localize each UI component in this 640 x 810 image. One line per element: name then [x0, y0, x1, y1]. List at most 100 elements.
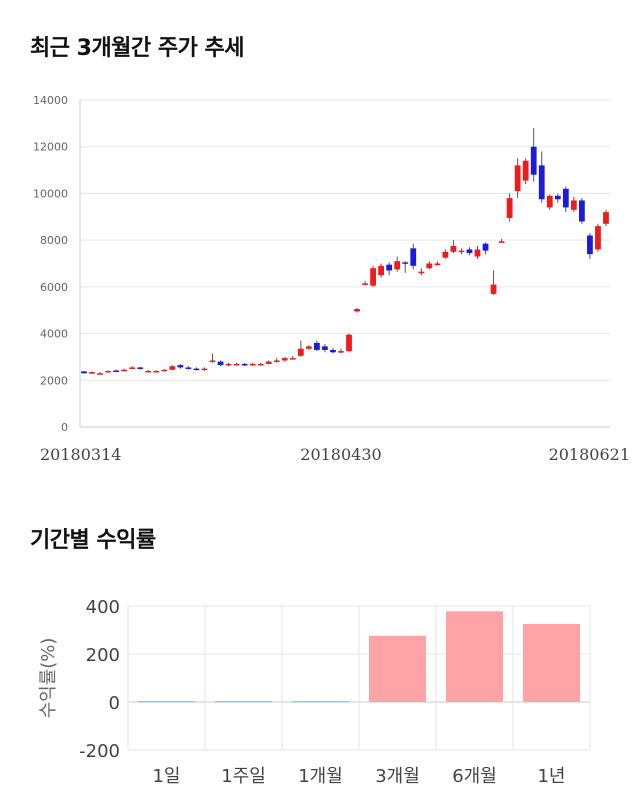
return-bar — [138, 701, 195, 703]
candle-body — [434, 263, 441, 265]
y-tick-label: 10000 — [33, 187, 68, 200]
y-tick-label: 4000 — [40, 328, 68, 341]
candle-body — [394, 261, 401, 270]
candle-body — [297, 348, 304, 356]
candle-body — [305, 346, 312, 349]
y-tick-label: -200 — [79, 741, 120, 762]
candle-body — [490, 284, 497, 294]
y-tick-label: 400 — [86, 597, 120, 618]
candle-body — [97, 373, 103, 375]
candle-body — [185, 367, 192, 369]
candle-body — [378, 265, 385, 276]
candle-body — [570, 200, 577, 210]
candle-body — [289, 358, 296, 360]
candle-body — [89, 372, 95, 374]
candle-body — [442, 251, 449, 258]
candles — [81, 128, 609, 375]
y-tick-label: 200 — [86, 645, 120, 666]
candle-body — [105, 370, 111, 373]
candle-body — [418, 271, 425, 274]
candle-body — [410, 248, 417, 266]
candlestick-chart: 0 2000 4000 6000 8000 10000 12000 14000 2018031… — [33, 94, 630, 464]
candle-body — [346, 334, 352, 352]
x-tick-label: 3개월 — [375, 766, 420, 787]
candle-body — [514, 165, 521, 192]
candle-body — [522, 160, 529, 181]
x-tick-label: 20180621 — [549, 445, 630, 464]
y-tick-label: 12000 — [33, 141, 68, 154]
candle-body — [579, 200, 585, 222]
x-tick-label: 1개월 — [298, 766, 343, 787]
candle-body — [506, 198, 513, 218]
return-bar — [446, 611, 503, 702]
return-bar — [523, 624, 580, 702]
candle-body — [338, 351, 344, 353]
x-tick-label: 1주일 — [221, 766, 266, 787]
candle-body — [354, 309, 360, 312]
return-bar — [369, 635, 426, 702]
candle-body — [474, 249, 481, 257]
candle-body — [249, 363, 256, 366]
candle-body — [177, 365, 184, 368]
candle-body — [498, 241, 505, 243]
x-tick-label: 1년 — [537, 766, 565, 787]
return-bar — [215, 701, 272, 703]
candle-body — [265, 361, 272, 364]
x-tick-label: 1일 — [152, 766, 180, 787]
y-tick-label: 2000 — [40, 374, 68, 387]
candle-body — [330, 349, 336, 353]
candle-body — [113, 370, 120, 372]
candle-body — [546, 195, 553, 208]
candle-body — [554, 195, 561, 200]
candle-body — [217, 361, 224, 366]
candle-body — [225, 363, 232, 366]
candle-body — [81, 371, 87, 374]
candle-body — [426, 263, 433, 269]
candle-body — [322, 346, 328, 350]
candle-body — [314, 342, 320, 350]
candle-body — [209, 360, 216, 362]
candle-body — [201, 368, 208, 371]
candle-body — [458, 250, 465, 253]
candle-body — [129, 367, 136, 369]
x-tick-label: 20180430 — [300, 445, 381, 464]
candle-body — [530, 146, 537, 175]
x-tick-label: 6개월 — [452, 766, 497, 787]
price-trend-title: 최근 3개월간 주가 추세 — [30, 36, 244, 61]
returns-bar-chart: -200 0 200 400 1일 1주일 1개월 3개월 6개월 1년 수익률(%) — [38, 597, 591, 787]
candle-body — [241, 363, 248, 366]
candle-body — [281, 358, 288, 361]
return-bar — [292, 701, 349, 703]
candle-body — [161, 369, 168, 372]
candle-body — [273, 360, 280, 362]
x-tick-label: 20180314 — [40, 445, 121, 464]
candle-body — [121, 369, 128, 372]
grid-lines — [79, 99, 610, 428]
candle-body — [603, 212, 609, 224]
y-tick-label: 8000 — [40, 234, 68, 247]
candle-body — [145, 370, 152, 373]
candle-body — [370, 268, 376, 286]
candle-body — [362, 283, 368, 285]
x-axis-ticks: 1일 1주일 1개월 3개월 6개월 1년 — [152, 766, 565, 787]
candle-body — [538, 165, 545, 200]
y-axis-ticks: -200 0 200 400 — [79, 597, 120, 762]
candle-body — [193, 368, 200, 371]
candle-body — [233, 363, 240, 366]
candle-body — [257, 363, 264, 366]
y-tick-label: 14000 — [33, 94, 68, 107]
candle-body — [153, 370, 160, 373]
candle-body — [169, 366, 176, 370]
returns-title: 기간별 수익률 — [30, 528, 156, 553]
bars — [138, 611, 580, 703]
candle-body — [562, 188, 569, 208]
candle-body — [402, 262, 409, 264]
candle-body — [137, 367, 144, 369]
y-tick-label: 0 — [109, 693, 120, 714]
y-tick-label: 0 — [61, 421, 68, 434]
candle-body — [450, 245, 457, 252]
candle-body — [386, 264, 393, 271]
candle-body — [595, 226, 601, 250]
y-tick-label: 6000 — [40, 281, 68, 294]
candle-body — [466, 249, 473, 253]
